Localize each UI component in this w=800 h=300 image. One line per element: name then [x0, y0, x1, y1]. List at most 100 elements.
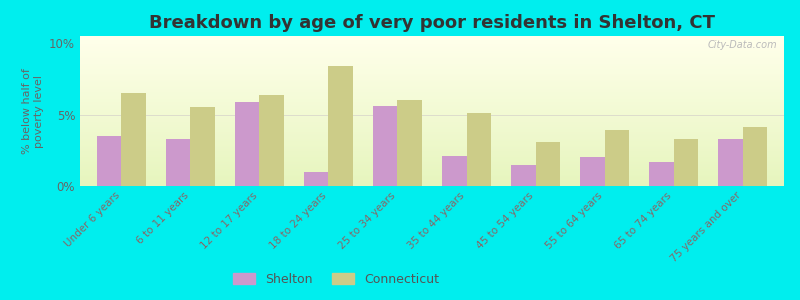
Bar [80, 96, 784, 97]
Bar [80, 58, 784, 60]
Bar [80, 166, 784, 167]
Bar [80, 70, 784, 71]
Bar [80, 66, 784, 67]
Bar [80, 142, 784, 143]
Bar [466, 113, 490, 186]
Bar [442, 156, 466, 186]
Bar [80, 92, 784, 94]
Bar [235, 102, 259, 186]
Bar [80, 111, 784, 112]
Bar [80, 185, 784, 186]
Bar [80, 143, 784, 145]
Bar [374, 106, 398, 186]
Bar [80, 95, 784, 96]
Bar [80, 161, 784, 162]
Bar [166, 139, 190, 186]
Bar [259, 94, 284, 186]
Bar [650, 162, 674, 186]
Bar [190, 107, 214, 186]
Bar [80, 94, 784, 95]
Bar [80, 46, 784, 47]
Bar [80, 141, 784, 142]
Bar [80, 164, 784, 165]
Bar [80, 97, 784, 98]
Bar [80, 75, 784, 76]
Bar [80, 126, 784, 127]
Bar [80, 109, 784, 110]
Bar [80, 36, 784, 37]
Bar [80, 165, 784, 166]
Bar [80, 170, 784, 171]
Bar [80, 147, 784, 148]
Bar [98, 136, 122, 186]
Bar [80, 107, 784, 109]
Bar [605, 130, 629, 186]
Bar [511, 165, 535, 186]
Bar [80, 112, 784, 113]
Bar [80, 132, 784, 134]
Bar [80, 79, 784, 80]
Bar [80, 167, 784, 169]
Bar [80, 116, 784, 117]
Bar [80, 127, 784, 128]
Bar [80, 134, 784, 135]
Bar [80, 61, 784, 62]
Bar [80, 103, 784, 105]
Bar [80, 57, 784, 59]
Bar [80, 50, 784, 51]
Bar [80, 65, 784, 66]
Bar [329, 66, 353, 186]
Bar [80, 82, 784, 83]
Bar [718, 139, 742, 186]
Bar [80, 60, 784, 61]
Bar [80, 85, 784, 86]
Bar [80, 100, 784, 101]
Legend: Shelton, Connecticut: Shelton, Connecticut [228, 268, 444, 291]
Bar [80, 74, 784, 75]
Bar [80, 49, 784, 50]
Bar [80, 42, 784, 44]
Bar [80, 98, 784, 100]
Bar [80, 53, 784, 55]
Bar [80, 121, 784, 122]
Bar [80, 178, 784, 180]
Bar [80, 160, 784, 161]
Bar [80, 124, 784, 125]
Bar [80, 80, 784, 81]
Bar [674, 139, 698, 186]
Bar [80, 184, 784, 185]
Bar [80, 145, 784, 146]
Bar [80, 68, 784, 70]
Bar [80, 40, 784, 41]
Bar [742, 128, 766, 186]
Bar [80, 152, 784, 154]
Bar [80, 86, 784, 87]
Bar [80, 175, 784, 176]
Bar [80, 128, 784, 130]
Bar [80, 110, 784, 111]
Bar [398, 100, 422, 186]
Bar [80, 125, 784, 126]
Bar [80, 118, 784, 120]
Bar [80, 180, 784, 181]
Bar [80, 38, 784, 40]
Bar [80, 139, 784, 140]
Bar [80, 77, 784, 79]
Bar [535, 142, 560, 186]
Bar [80, 130, 784, 131]
Bar [80, 182, 784, 184]
Bar [304, 172, 329, 186]
Title: Breakdown by age of very poor residents in Shelton, CT: Breakdown by age of very poor residents … [149, 14, 715, 32]
Bar [80, 62, 784, 64]
Bar [80, 181, 784, 182]
Bar [80, 136, 784, 137]
Bar [80, 177, 784, 178]
Bar [80, 137, 784, 139]
Bar [80, 102, 784, 104]
Bar [580, 158, 605, 186]
Bar [80, 76, 784, 77]
Bar [80, 72, 784, 74]
Bar [80, 37, 784, 38]
Bar [80, 156, 784, 157]
Bar [80, 45, 784, 46]
